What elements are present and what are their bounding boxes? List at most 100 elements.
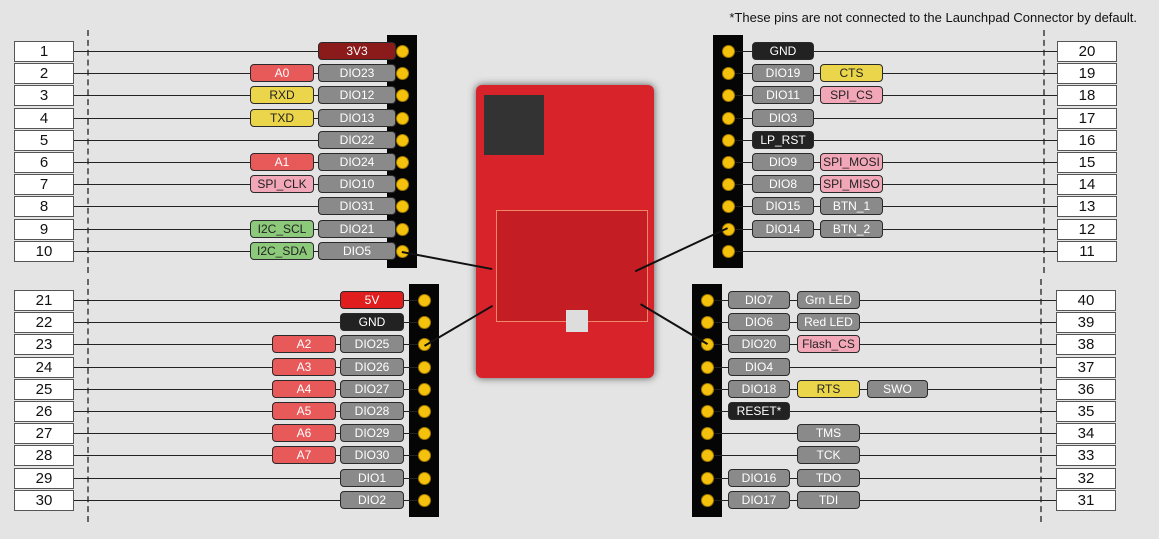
pin-22[interactable] [418, 316, 431, 330]
pin-label-dio: DIO14 [752, 219, 814, 238]
pin-number-box: 21 [14, 290, 74, 311]
pin-17[interactable] [722, 111, 735, 125]
pin-29[interactable] [418, 471, 431, 485]
pin-label-analog: A4 [272, 379, 336, 398]
pin-label-analog: A7 [272, 446, 336, 465]
pin-11[interactable] [722, 244, 735, 258]
pin-32[interactable] [701, 471, 714, 485]
guide-line-right_top [1043, 30, 1045, 273]
pin-2[interactable] [396, 67, 409, 81]
pin-number-box: 30 [14, 489, 74, 511]
pin-line [72, 411, 424, 412]
pin-label-i2c: I2C_SDA [250, 241, 314, 260]
pin-number-box: 15 [1057, 152, 1117, 173]
board-silkscreen [496, 210, 648, 322]
pin-number-box: 10 [14, 240, 74, 262]
pin-number-box: 4 [14, 107, 74, 129]
pin-15[interactable] [722, 156, 735, 169]
pin-label-dio: DIO30 [340, 446, 404, 465]
pin-number-box: 32 [1056, 467, 1116, 489]
pin-line [713, 499, 1056, 501]
pin-14[interactable] [722, 178, 735, 192]
pin-line [734, 206, 1057, 208]
pin-30[interactable] [418, 493, 431, 507]
pin-label-gnd: RESET* [728, 402, 790, 420]
pin-label-dio: DIO18 [728, 379, 790, 398]
radio-module [566, 310, 588, 332]
pin-line [72, 455, 424, 457]
pin-line [72, 300, 424, 301]
pin-line [734, 250, 1057, 252]
pin-line [72, 73, 402, 75]
pin-number-box: 28 [14, 445, 74, 467]
pin-21[interactable] [418, 294, 431, 307]
pin-31[interactable] [701, 493, 714, 507]
pin-line [713, 411, 1056, 412]
pin-19[interactable] [722, 67, 735, 81]
pin-number-box: 19 [1057, 63, 1117, 85]
pin-7[interactable] [396, 178, 409, 192]
pin-label-dio: DIO28 [340, 402, 404, 420]
pin-4[interactable] [396, 111, 409, 125]
pin-number-box: 22 [14, 312, 74, 334]
pin-label-dio: DIO26 [340, 357, 404, 376]
pin-label-spi: SPI_MISO [820, 175, 883, 194]
pin-label-dio: TCK [797, 446, 860, 465]
pin-line [734, 139, 1057, 141]
pin-label-dio: DIO8 [752, 175, 814, 194]
pin-label-analog: A1 [250, 153, 314, 171]
pin-line [734, 162, 1057, 163]
pin-label-dio: Grn LED [797, 291, 860, 309]
pin-line [72, 250, 402, 252]
pin-label-analog: A5 [272, 402, 336, 420]
pin-40[interactable] [701, 294, 714, 307]
pin-8[interactable] [396, 200, 409, 214]
pin-26[interactable] [418, 405, 431, 418]
pin-36[interactable] [701, 382, 714, 396]
pin-line [713, 433, 1056, 435]
pin-number-box: 39 [1056, 312, 1116, 334]
pin-24[interactable] [418, 360, 431, 374]
pin-number-box: 36 [1056, 378, 1116, 400]
pin-25[interactable] [418, 382, 431, 396]
pin-label-dio: DIO4 [728, 357, 790, 376]
mcu-chip [484, 95, 544, 155]
pin-34[interactable] [701, 427, 714, 441]
pin-line [734, 228, 1057, 230]
pin-18[interactable] [722, 89, 735, 103]
pin-37[interactable] [701, 360, 714, 374]
pin-label-dio: BTN_1 [820, 197, 883, 216]
pin-label-gnd: LP_RST [752, 130, 814, 149]
pin-label-dio: DIO19 [752, 64, 814, 83]
pin-label-dio: DIO1 [340, 468, 404, 487]
pin-label-dio: DIO15 [752, 197, 814, 216]
pin-label-gnd: GND [752, 42, 814, 60]
guide-line-right_bottom [1040, 279, 1042, 522]
pin-number-box: 24 [14, 356, 74, 378]
pin-6[interactable] [396, 156, 409, 169]
pin-line [713, 322, 1056, 324]
pin-label-uart: TXD [250, 108, 314, 127]
pin-27[interactable] [418, 427, 431, 441]
pin-label-dio: SWO [867, 379, 928, 398]
pin-33[interactable] [701, 449, 714, 463]
pin-line [72, 162, 402, 163]
pin-number-box: 11 [1057, 240, 1117, 262]
pin-9[interactable] [396, 222, 409, 236]
pin-label-dio: TDO [797, 468, 860, 487]
pin-13[interactable] [722, 200, 735, 214]
pin-28[interactable] [418, 449, 431, 463]
pin-number-box: 20 [1057, 41, 1117, 62]
pin-20[interactable] [722, 45, 735, 58]
pin-number-box: 25 [14, 378, 74, 400]
pin-1[interactable] [396, 45, 409, 58]
pin-number-box: 14 [1057, 174, 1117, 196]
pin-line [72, 388, 424, 390]
pin-number-box: 35 [1056, 401, 1116, 422]
pin-35[interactable] [701, 405, 714, 418]
pin-5[interactable] [396, 133, 409, 147]
pin-16[interactable] [722, 133, 735, 147]
pin-39[interactable] [701, 316, 714, 330]
pin-3[interactable] [396, 89, 409, 103]
pin-line [734, 51, 1057, 52]
